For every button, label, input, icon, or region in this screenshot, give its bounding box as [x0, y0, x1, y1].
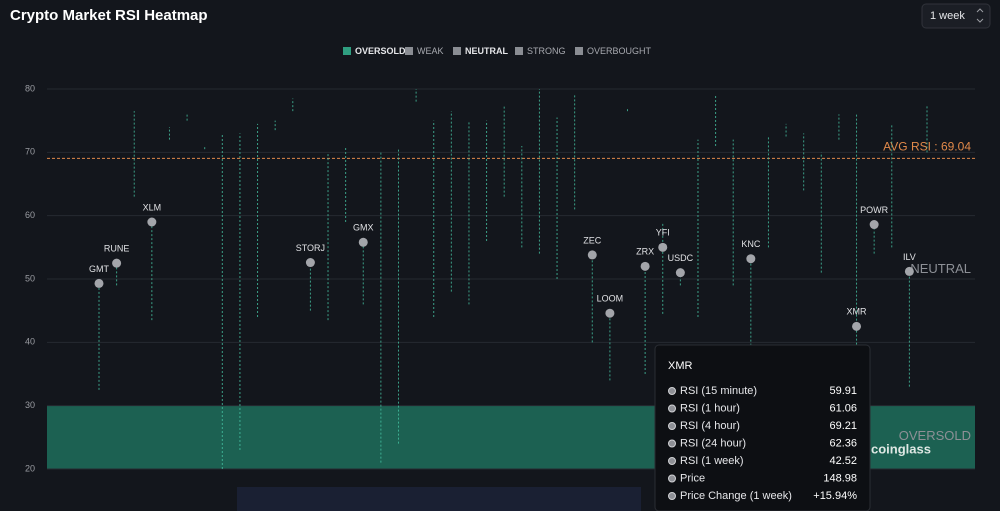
watermark: coinglass [871, 441, 931, 456]
rsi-dot [112, 258, 122, 268]
legend-label[interactable]: NEUTRAL [465, 46, 508, 56]
coin-label: STORJ [296, 243, 325, 253]
coin-label: GMT [89, 264, 109, 274]
legend-swatch[interactable] [343, 47, 351, 55]
select-box[interactable] [921, 3, 991, 29]
tooltip-icon [668, 387, 676, 395]
rsi-dot [94, 278, 104, 288]
legend-swatch[interactable] [405, 47, 413, 55]
tooltip-row-value: 61.06 [829, 402, 857, 414]
coin-label: GMX [353, 223, 374, 233]
y-tick-label: 50 [25, 273, 35, 283]
tooltip-row-value: +15.94% [813, 490, 857, 502]
coin-label: USDC [668, 253, 694, 263]
y-tick-label: 80 [25, 83, 35, 93]
rsi-dot [904, 266, 914, 276]
legend-swatch[interactable] [453, 47, 461, 55]
coin-label: XMR [847, 307, 868, 317]
tooltip-row-label: RSI (1 hour) [680, 402, 740, 414]
tooltip-row-value: 42.52 [829, 455, 857, 467]
rsi-dot [587, 250, 597, 260]
coin-label: YFI [656, 228, 670, 238]
rsi-dot [358, 237, 368, 247]
y-tick-label: 70 [25, 147, 35, 157]
coin-label: POWR [860, 205, 888, 215]
rsi-dot [640, 261, 650, 271]
coin-label: KNC [741, 239, 761, 249]
scrollbar [237, 487, 641, 511]
rsi-dot [869, 220, 879, 230]
y-tick-label: 30 [25, 400, 35, 410]
rsi-dot [147, 217, 157, 227]
tooltip-icon [668, 404, 676, 413]
zone-label: OVERSOLD [899, 428, 971, 443]
coin-label: ZEC [583, 235, 602, 245]
rsi-dot [605, 308, 615, 318]
tooltip-row-label: RSI (4 hour) [680, 420, 740, 432]
tooltip-row-label: RSI (24 hour) [680, 437, 746, 449]
select-value[interactable]: 1 week [930, 10, 965, 22]
tooltip-icon [668, 474, 676, 483]
tooltip-row-value: 148.98 [823, 472, 857, 484]
coin-label: RUNE [104, 244, 130, 254]
coin-label: XLM [143, 202, 162, 212]
tooltip-title: XMR [668, 360, 693, 372]
y-tick-label: 20 [25, 463, 35, 473]
coin-label: ZRX [636, 247, 654, 257]
tooltip-box [654, 344, 871, 511]
legend-label[interactable]: OVERSOLD [355, 46, 406, 56]
legend-swatch[interactable] [575, 47, 583, 55]
rsi-dot [746, 254, 756, 264]
tooltip-icon [668, 439, 676, 448]
tooltip-row-label: RSI (1 week) [680, 455, 744, 467]
select-arrows [976, 8, 984, 23]
rsi-dot [675, 268, 685, 278]
rsi-dot [658, 242, 668, 252]
tooltip-row-value: 59.91 [829, 385, 857, 397]
legend-label[interactable]: STRONG [527, 46, 566, 56]
tooltip-icon [668, 457, 676, 465]
tooltip-row-label: Price Change (1 week) [680, 490, 792, 502]
chart-title: Crypto Market RSI Heatmap [10, 7, 208, 24]
tooltip-row-label: RSI (15 minute) [680, 385, 757, 397]
legend-label[interactable]: OVERBOUGHT [587, 46, 652, 56]
tooltip-icon [668, 492, 676, 500]
y-tick-label: 60 [25, 210, 35, 220]
coin-label: LOOM [597, 294, 624, 304]
y-tick-label: 40 [25, 337, 35, 347]
legend: OVERSOLD WEAK NEUTRAL STRONG OVERBOUGHT [343, 46, 652, 56]
coin-label: ILV [903, 252, 916, 262]
rsi-dot [305, 258, 315, 268]
timeframe-select[interactable]: 1 week [921, 3, 991, 29]
tooltip: XMR RSI (15 minute) 59.91 RSI (1 hour) 61.06… [654, 344, 871, 511]
tooltip-row-value: 69.21 [829, 420, 857, 432]
legend-swatch[interactable] [515, 47, 523, 55]
tooltip-row-label: Price [680, 472, 705, 484]
tooltip-icon [668, 422, 676, 430]
zone-label: NEUTRAL [910, 261, 971, 276]
tooltip-row-value: 62.36 [829, 437, 857, 449]
rsi-dot [852, 321, 862, 331]
legend-label[interactable]: WEAK [417, 46, 444, 56]
